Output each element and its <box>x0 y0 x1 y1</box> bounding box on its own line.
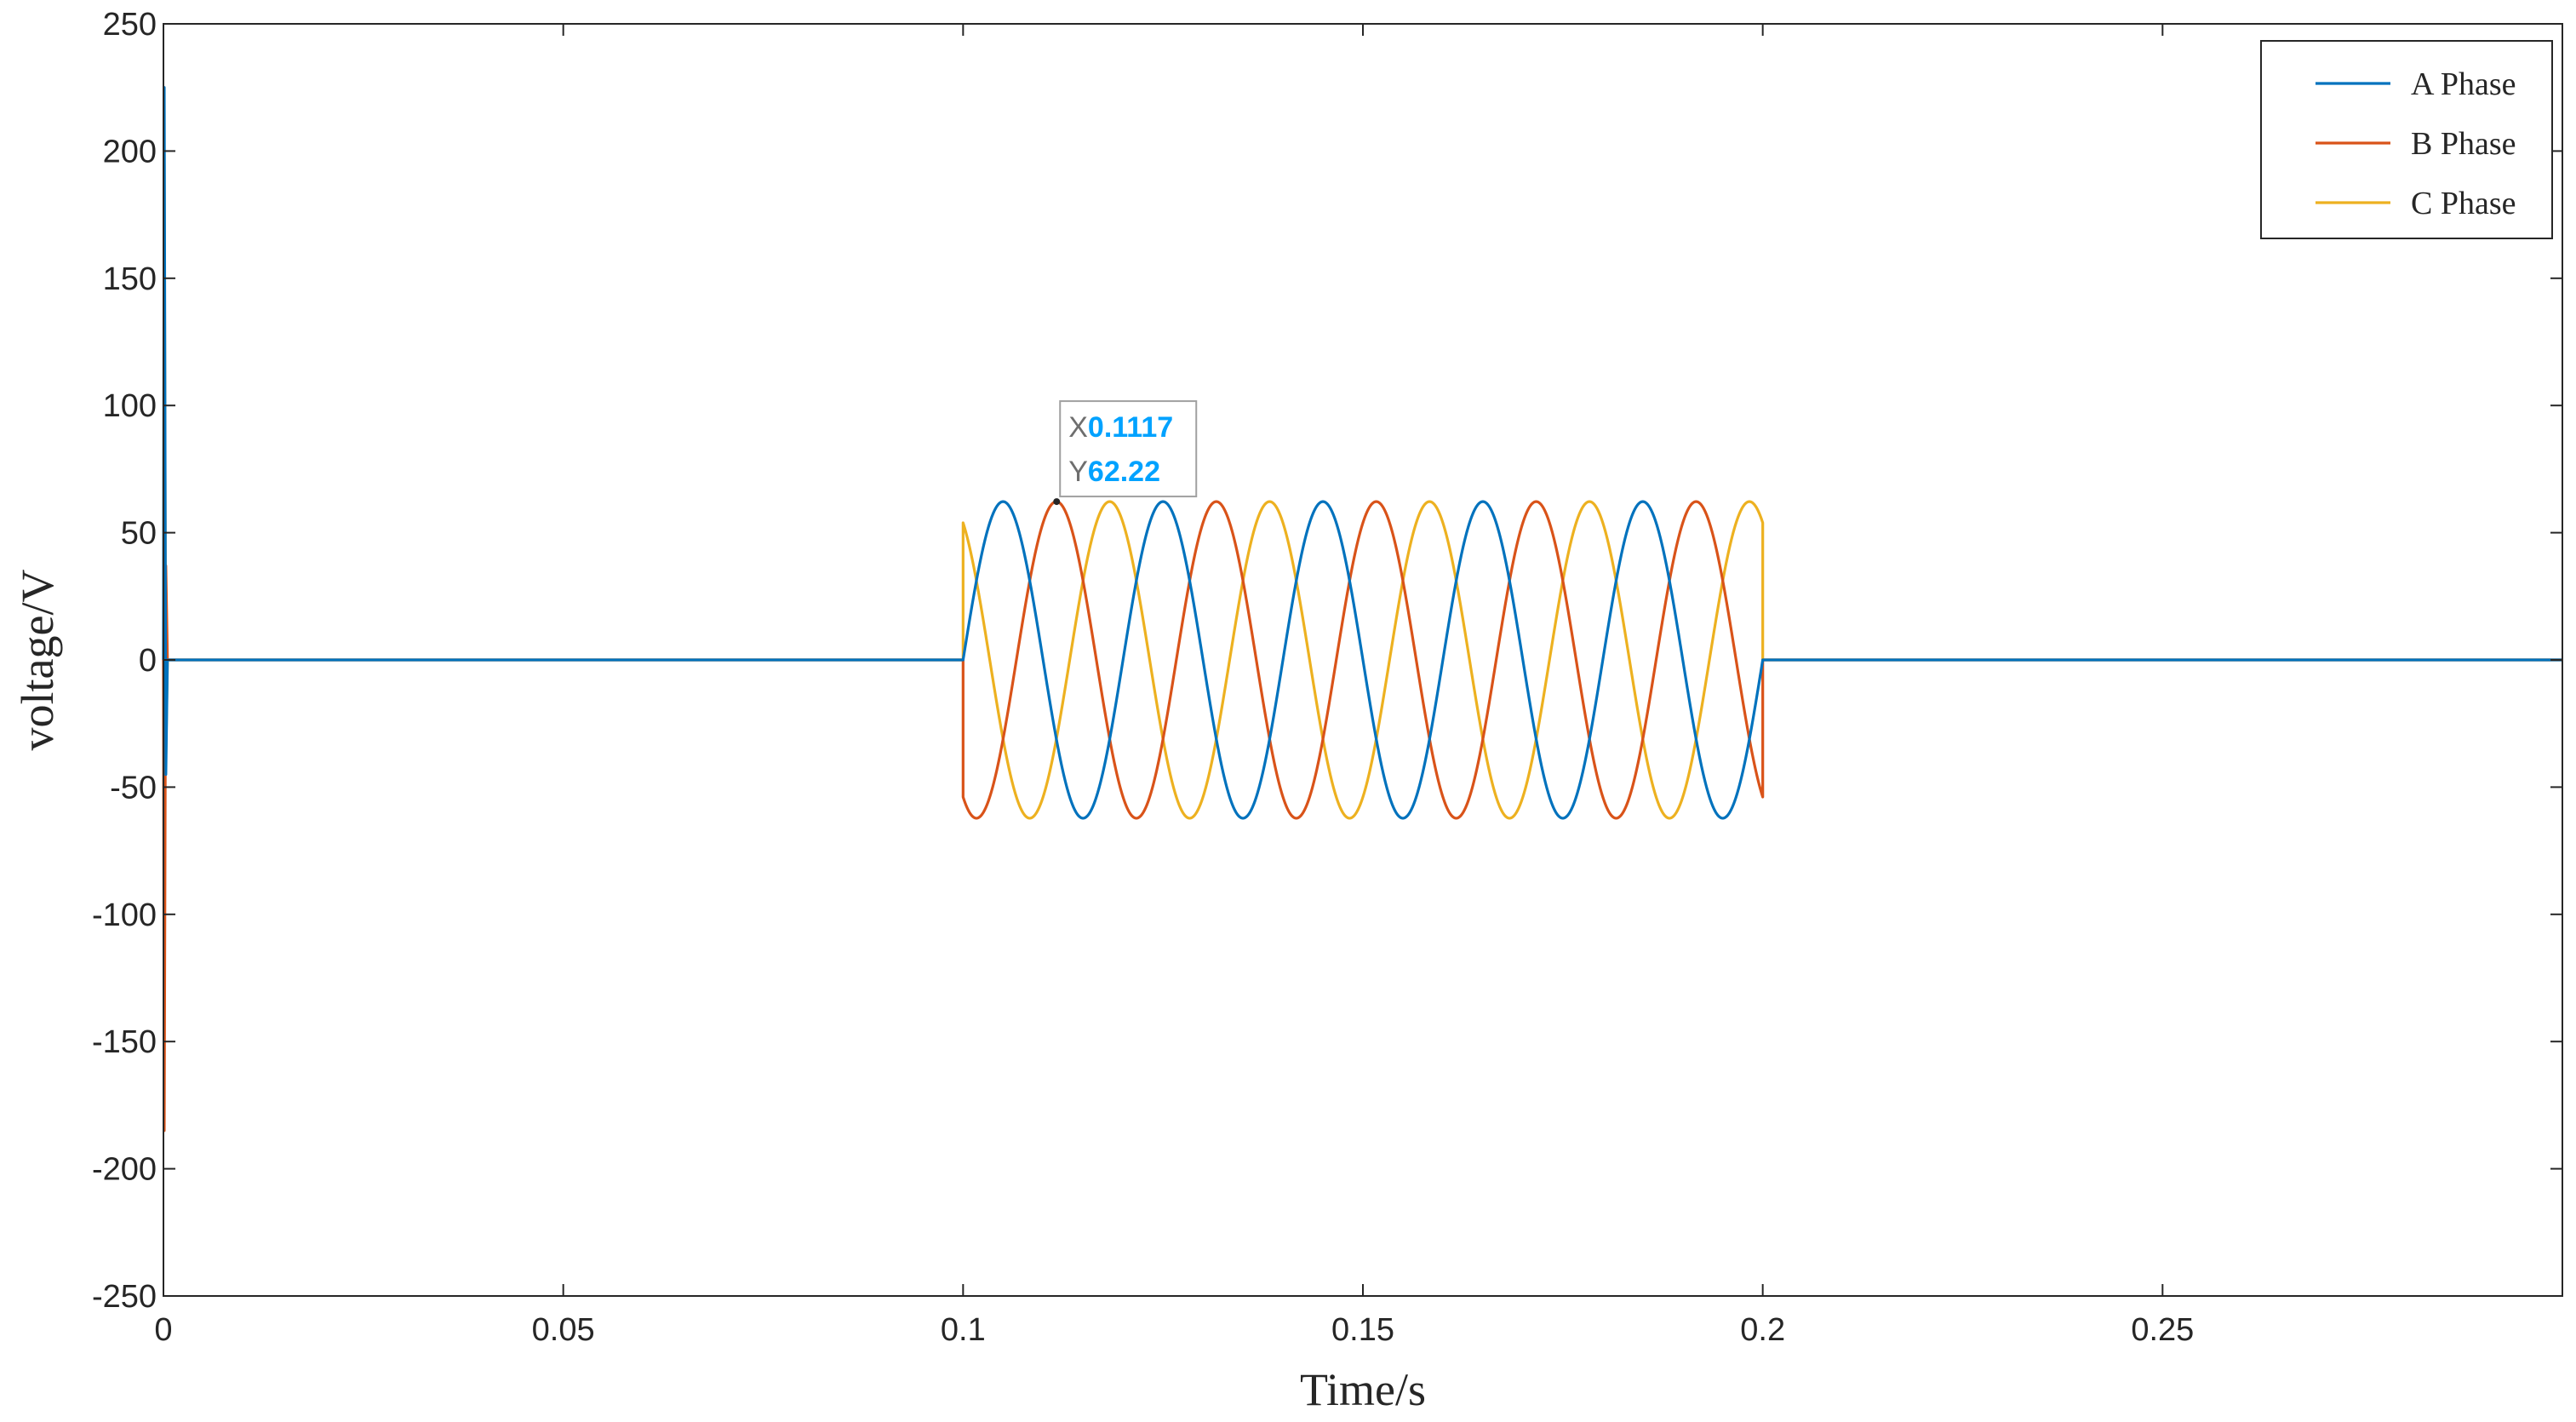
x-tick-label: 0.05 <box>532 1312 595 1348</box>
legend-box <box>2260 40 2553 239</box>
datatip-marker <box>1053 498 1061 506</box>
legend-label: C Phase <box>2411 186 2516 221</box>
x-tick-label: 0.25 <box>2131 1312 2194 1348</box>
y-tick-label: 100 <box>103 388 157 424</box>
y-tick-label: 0 <box>139 643 157 679</box>
y-tick-label: -200 <box>92 1152 157 1188</box>
datatip-x-value: 0.1117 <box>1088 411 1173 444</box>
y-tick-label: -100 <box>92 897 157 933</box>
legend-label: A Phase <box>2411 66 2516 102</box>
series-line <box>162 162 2562 820</box>
datatip-y-prefix: Y <box>1068 456 1088 488</box>
y-tick-label: 50 <box>121 516 157 552</box>
datatip-y: Y62.22 <box>1068 456 1160 488</box>
y-tick-label: 250 <box>103 7 157 43</box>
legend[interactable]: A Phase B Phase C Phase <box>2260 40 2553 239</box>
datatip-x-prefix: X <box>1068 411 1088 444</box>
y-tick-label: -150 <box>92 1024 157 1060</box>
y-tick-label: -250 <box>92 1279 157 1315</box>
legend-label: B Phase <box>2411 126 2516 162</box>
series-layer <box>162 86 2562 1132</box>
x-tick-label: 0.1 <box>941 1312 986 1348</box>
y-tick-label: 150 <box>103 261 157 297</box>
datatip-box <box>1059 400 1198 498</box>
legend-items: A Phase B Phase C Phase <box>2316 66 2516 221</box>
x-tick-label: 0.2 <box>1740 1312 1785 1348</box>
x-tick-label: 0.15 <box>1331 1312 1394 1348</box>
datatip[interactable]: X0.1117 Y62.22 <box>1053 400 1198 506</box>
datatip-x: X0.1117 <box>1068 411 1173 444</box>
y-tick-label: -50 <box>110 770 157 806</box>
x-tick-label: 0 <box>154 1312 172 1348</box>
y-axis-label: voltage/V <box>12 570 63 751</box>
x-axis: 0 0.05 0.1 0.15 0.2 0.25 <box>154 24 2194 1348</box>
y-tick-label: 200 <box>103 134 157 169</box>
x-axis-label: Time/s <box>1300 1364 1426 1415</box>
series-line <box>162 500 2562 1132</box>
datatip-y-value: 62.22 <box>1088 456 1160 488</box>
y-axis: -250 -200 -150 -100 -50 0 50 100 150 200 250 <box>92 7 2562 1315</box>
series-line <box>162 86 2562 820</box>
